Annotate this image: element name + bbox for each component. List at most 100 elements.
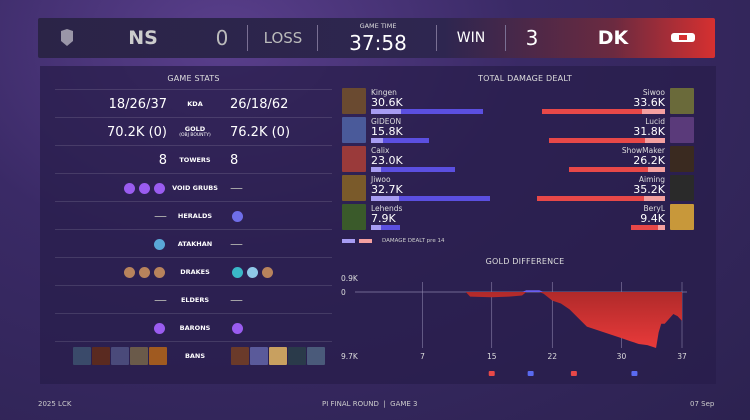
player-name: Lehends bbox=[371, 204, 403, 213]
stat-sublabel: (OBJ BOUNTY) bbox=[179, 133, 211, 138]
right-value: — bbox=[230, 180, 243, 196]
damage-pre14-bar bbox=[658, 225, 665, 230]
stat-label-text: TOWERS bbox=[179, 156, 211, 164]
hextech-drake-icon bbox=[232, 266, 243, 278]
baron-icon bbox=[232, 322, 243, 334]
stat-row-kda: 18/26/37 KDA 26/18/62 bbox=[55, 89, 332, 117]
mountain-drake-icon bbox=[262, 266, 273, 278]
player-damage-calix: Calix 23.0K bbox=[340, 146, 700, 174]
champion-portrait bbox=[670, 88, 694, 114]
right-value: — bbox=[230, 292, 243, 308]
damage-value: 23.0K bbox=[371, 154, 403, 167]
banned-champion-icon bbox=[250, 347, 268, 365]
game-time: 37:58 bbox=[349, 31, 407, 55]
player-damage-beryl: BeryL 9.4K bbox=[340, 204, 700, 232]
stat-row-atakhan: ATAKHAN — bbox=[55, 229, 332, 257]
player-name: Siwoo bbox=[642, 88, 665, 97]
stat-row-bans: BANS bbox=[55, 341, 332, 369]
dk-logo-icon bbox=[668, 18, 698, 58]
left-value: 8 bbox=[158, 152, 167, 168]
objective-event-icon bbox=[631, 371, 638, 376]
objective-event-icon bbox=[527, 371, 534, 376]
x-tick-label: 22 bbox=[547, 352, 557, 361]
player-damage-aiming: Aiming 35.2K bbox=[340, 175, 700, 203]
damage-bar bbox=[630, 225, 665, 230]
stat-row-void-grubs: VOID GRUBS — bbox=[55, 173, 332, 201]
player-damage-lucid: Lucid 31.8K bbox=[340, 117, 700, 145]
right-value: 26/18/62 bbox=[230, 96, 289, 112]
x-tick-label: 7 bbox=[420, 352, 425, 361]
left-value bbox=[72, 342, 167, 370]
stat-label: BANS bbox=[167, 342, 223, 370]
cloud-drake-icon bbox=[247, 266, 258, 278]
footer-round: PI FINAL ROUND | GAME 3 bbox=[322, 400, 418, 408]
x-tick-label: 37 bbox=[677, 352, 687, 361]
damage-value: 33.6K bbox=[633, 96, 665, 109]
stat-label-text: DRAKES bbox=[180, 268, 210, 276]
damage-value: 32.7K bbox=[371, 183, 403, 196]
right-value: — bbox=[230, 236, 243, 252]
damage-pre14-bar bbox=[371, 138, 384, 143]
damage-title: TOTAL DAMAGE DEALT bbox=[478, 74, 572, 83]
damage-bar bbox=[371, 109, 483, 114]
right-value bbox=[230, 342, 325, 370]
champion-portrait bbox=[670, 117, 694, 143]
right-value: 76.2K (0) bbox=[230, 124, 291, 140]
damage-bar bbox=[371, 167, 455, 172]
damage-pre14-bar bbox=[647, 167, 665, 172]
footer-game: GAME 3 bbox=[390, 400, 418, 408]
left-value bbox=[152, 314, 167, 342]
stat-label: GOLD (OBJ BOUNTY) bbox=[167, 118, 223, 146]
left-team-name: NS bbox=[128, 27, 158, 49]
right-value bbox=[230, 258, 275, 286]
footer-date: 07 Sep bbox=[690, 400, 715, 408]
damage-bar bbox=[548, 138, 665, 143]
stat-row-drakes: DRAKES bbox=[55, 257, 332, 285]
left-value: — bbox=[154, 208, 167, 224]
banned-champion-icon bbox=[288, 347, 306, 365]
objective-event-icon bbox=[488, 371, 495, 376]
player-name: Aiming bbox=[638, 175, 665, 184]
right-value: 8 bbox=[230, 152, 239, 168]
stat-label: ATAKHAN bbox=[167, 230, 223, 258]
stat-label: BARONS bbox=[167, 314, 223, 342]
damage-pre14-bar bbox=[371, 225, 381, 230]
right-score: 3 bbox=[525, 26, 539, 50]
stat-row-towers: 8 TOWERS 8 bbox=[55, 145, 332, 173]
player-name: Lucid bbox=[645, 117, 665, 126]
player-name: Calix bbox=[371, 146, 390, 155]
damage-bar bbox=[371, 138, 429, 143]
champion-portrait bbox=[670, 204, 694, 230]
gold-difference-chart: 7 15 22 30 37 0.9K 0 9.7K bbox=[341, 274, 687, 376]
scoreboard-header: NS 0 LOSS GAME TIME 37:58 WIN 3 DK bbox=[38, 18, 715, 58]
banned-champion-icon bbox=[73, 347, 91, 365]
gold-difference-title: GOLD DIFFERENCE bbox=[485, 257, 565, 266]
stat-label-text: GOLD bbox=[184, 125, 206, 133]
stat-row-elders: — ELDERS — bbox=[55, 285, 332, 313]
y-axis-label: 0.9K bbox=[341, 274, 359, 283]
player-damage-lehends: Lehends 7.9K bbox=[340, 204, 700, 232]
champion-portrait bbox=[342, 204, 366, 230]
herald-icon bbox=[232, 210, 243, 222]
damage-pre14-bar bbox=[643, 196, 665, 201]
banned-champion-icon bbox=[111, 347, 129, 365]
player-name: ShowMaker bbox=[621, 146, 665, 155]
left-value bbox=[122, 174, 167, 202]
damage-pre14-bar bbox=[641, 109, 665, 114]
banned-champion-icon bbox=[92, 347, 110, 365]
damage-legend: DAMAGE DEALT pre 14 bbox=[342, 238, 444, 244]
player-damage-showmaker: ShowMaker 26.2K bbox=[340, 146, 700, 174]
damage-value: 15.8K bbox=[371, 125, 403, 138]
y-axis-label: 0 bbox=[341, 288, 346, 297]
damage-value: 35.2K bbox=[633, 183, 665, 196]
mountain-drake-icon bbox=[139, 266, 150, 278]
banned-champion-icon bbox=[130, 347, 148, 365]
damage-bar bbox=[536, 196, 665, 201]
stat-label: KDA bbox=[167, 90, 223, 118]
grub-icon bbox=[139, 182, 150, 194]
game-stats-title: GAME STATS bbox=[167, 74, 220, 83]
champion-portrait bbox=[342, 146, 366, 172]
damage-bar bbox=[542, 109, 665, 114]
damage-bar bbox=[569, 167, 665, 172]
champion-portrait bbox=[342, 88, 366, 114]
